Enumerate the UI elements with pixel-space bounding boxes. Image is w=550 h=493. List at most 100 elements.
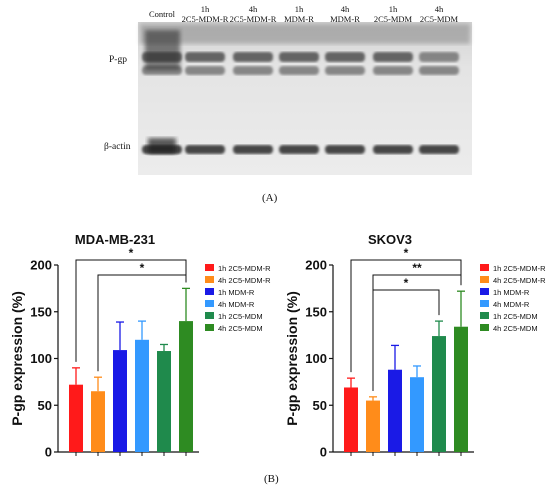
bar-4h-mdm-r	[410, 377, 424, 452]
pgp-band-lower	[373, 66, 413, 75]
legend-label: 1h 2C5-MDM	[493, 312, 538, 321]
y-tick-label: 50	[38, 398, 52, 413]
lane-label-4: 1h MDM-R	[274, 4, 324, 24]
legend-swatch	[480, 264, 489, 271]
actin-band	[419, 145, 459, 154]
actin-row-label: β-actin	[104, 142, 130, 152]
legend-label: 4h MDM-R	[218, 300, 255, 309]
western-blot-panel: Control 1h 2C5-MDM-R 4h 2C5-MDM-R 1h MDM-R 4h MD…	[0, 0, 550, 215]
y-tick-label: 0	[320, 445, 327, 460]
chart-title: MDA-MB-231	[75, 232, 155, 247]
bar-1h-2c5-mdm	[432, 336, 446, 452]
bar-4h-mdm-r	[135, 340, 149, 452]
lane-label-line2: 2C5-MDM-R	[228, 14, 278, 24]
legend-label: 1h 2C5-MDM	[218, 312, 263, 321]
bar-1h-mdm-r	[113, 350, 127, 452]
legend-label: 4h 2C5-MDM-R	[493, 276, 546, 285]
lane-label-line1: 4h	[414, 4, 464, 14]
bar-1h-mdm-r	[388, 370, 402, 452]
legend-swatch	[480, 288, 489, 295]
blot-image	[0, 0, 550, 215]
significance-bracket	[373, 290, 439, 391]
legend-swatch	[480, 312, 489, 319]
pgp-band-lower	[325, 66, 365, 75]
actin-band	[233, 145, 273, 154]
actin-band	[373, 145, 413, 154]
bar-4h-2c5-mdm-r	[366, 401, 380, 452]
y-tick-label: 0	[45, 445, 52, 460]
pgp-band	[185, 52, 225, 62]
legend-swatch	[480, 300, 489, 307]
bar-1h-2c5-mdm-r	[69, 385, 83, 452]
lane-label-3: 4h 2C5-MDM-R	[228, 4, 278, 24]
pgp-band	[325, 52, 365, 62]
lane-label-5: 4h MDM-R	[320, 4, 370, 24]
actin-band	[279, 145, 319, 154]
legend-swatch	[205, 264, 214, 271]
lane-label-line1: 1h	[368, 4, 418, 14]
legend-swatch	[205, 300, 214, 307]
pgp-band	[419, 52, 459, 62]
legend-label: 4h 2C5-MDM-R	[218, 276, 271, 285]
pgp-band-lower	[279, 66, 319, 75]
legend-label: 1h MDM-R	[218, 288, 255, 297]
lane-label-line1: 4h	[228, 4, 278, 14]
pgp-band	[279, 52, 319, 62]
lane-label-line2: 2C5-MDM	[414, 14, 464, 24]
lane-label-2: 1h 2C5-MDM-R	[180, 4, 230, 24]
lane-label-line1: 1h	[180, 4, 230, 14]
lane-label-line2: 2C5-MDM	[368, 14, 418, 24]
chart-title: SKOV3	[368, 232, 412, 247]
legend-label: 1h 2C5-MDM-R	[493, 264, 546, 273]
y-axis-label: P-gp expression (%)	[9, 291, 25, 426]
bar-chart-mda-mb-231: MDA-MB-231 P-gp expression (%) 0 50 100 150 20…	[0, 222, 275, 487]
significance-label: **	[412, 261, 422, 275]
y-tick-label: 150	[30, 304, 52, 319]
bar-4h-2c5-mdm	[454, 327, 468, 452]
legend-label: 4h 2C5-MDM	[218, 324, 263, 333]
y-tick-label: 100	[30, 351, 52, 366]
bar-4h-2c5-mdm-r	[91, 391, 105, 452]
lane-label-6: 1h 2C5-MDM	[368, 4, 418, 24]
legend-label: 4h 2C5-MDM	[493, 324, 538, 333]
legend-label: 4h MDM-R	[493, 300, 530, 309]
legend-swatch	[480, 324, 489, 331]
control-smear	[145, 30, 180, 70]
legend-label: 1h 2C5-MDM-R	[218, 264, 271, 273]
lane-label-line1: 4h	[320, 4, 370, 14]
pgp-band	[233, 52, 273, 62]
significance-label: *	[404, 276, 409, 290]
pgp-band	[373, 52, 413, 62]
lane-label-line2: MDM-R	[274, 14, 324, 24]
y-tick-label: 50	[313, 398, 327, 413]
actin-band	[185, 145, 225, 154]
bar-1h-2c5-mdm	[157, 351, 171, 452]
significance-label: *	[404, 246, 409, 260]
legend-swatch	[205, 324, 214, 331]
bar-4h-2c5-mdm	[179, 321, 193, 452]
y-tick-label: 100	[305, 351, 327, 366]
significance-label: *	[129, 246, 134, 260]
significance-label: *	[140, 261, 145, 275]
legend-swatch	[205, 276, 214, 283]
pgp-band-lower	[419, 66, 459, 75]
lane-label-line2: MDM-R	[320, 14, 370, 24]
blot-smear	[140, 24, 470, 44]
y-tick-label: 200	[305, 258, 327, 273]
lane-label-7: 4h 2C5-MDM	[414, 4, 464, 24]
actin-band	[325, 145, 365, 154]
lane-label-line2: 2C5-MDM-R	[180, 14, 230, 24]
control-actin-smear	[148, 138, 176, 154]
pgp-band-lower	[233, 66, 273, 75]
bar-1h-2c5-mdm-r	[344, 387, 358, 452]
panel-a-label: (A)	[262, 192, 277, 204]
legend-label: 1h MDM-R	[493, 288, 530, 297]
pgp-band-lower	[185, 66, 225, 75]
legend-swatch	[205, 312, 214, 319]
legend-swatch	[480, 276, 489, 283]
y-tick-label: 200	[30, 258, 52, 273]
y-tick-label: 150	[305, 304, 327, 319]
y-axis-label: P-gp expression (%)	[284, 291, 300, 426]
panel-b-label: (B)	[264, 473, 279, 485]
